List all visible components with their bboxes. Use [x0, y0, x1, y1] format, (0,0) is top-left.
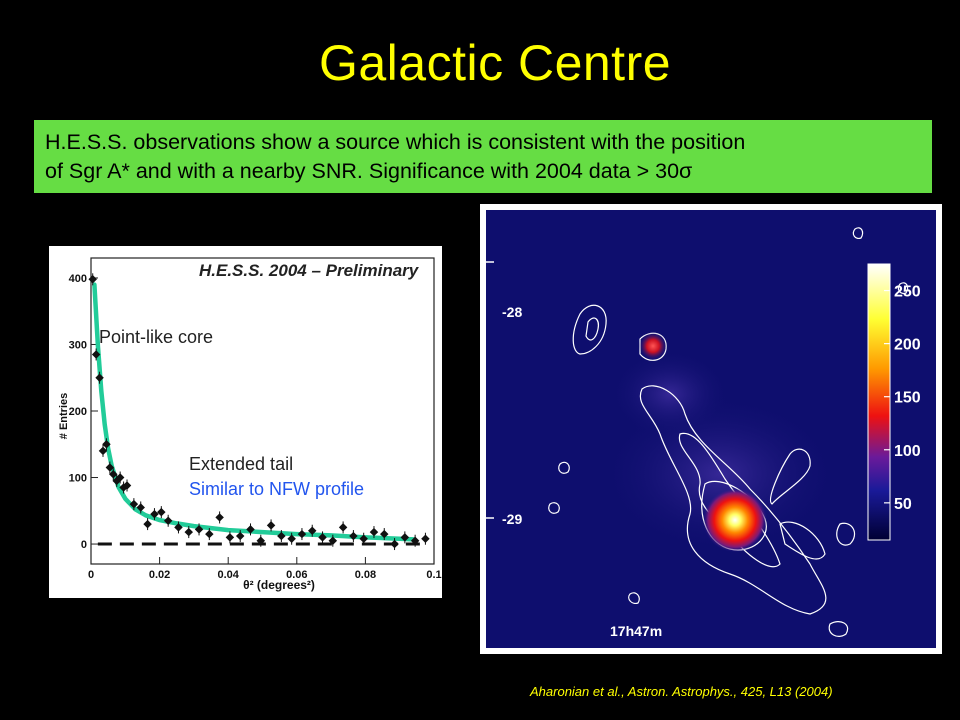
colorbar-tick-label: 200: [894, 337, 921, 354]
radio-contours: [548, 227, 909, 637]
ra-label: 17h47m: [610, 623, 662, 639]
data-point: [109, 469, 118, 479]
data-point: [421, 534, 430, 543]
declination-labels: -28 -29 17h47m: [486, 261, 662, 639]
x-tick-label: 0.02: [149, 569, 170, 581]
x-tick-label: 0.06: [286, 569, 307, 581]
data-point: [235, 531, 245, 541]
data-point: [338, 523, 348, 532]
colorbar-tick-label: 250: [894, 284, 921, 301]
colorbar-tick-label: 100: [894, 443, 921, 460]
theta-squared-plot-panel: H.E.S.S. 2004 – Preliminary # Entries θ²…: [49, 246, 442, 598]
y-tick-label: 0: [81, 539, 87, 551]
colorbar-gradient: [867, 263, 891, 541]
data-point: [88, 275, 97, 284]
data-point: [174, 523, 183, 532]
snr-hotspot: [639, 332, 667, 360]
data-point: [95, 373, 104, 382]
theta-squared-chart: H.E.S.S. 2004 – Preliminary # Entries θ²…: [58, 257, 442, 592]
data-point: [318, 533, 327, 542]
data-point: [390, 539, 399, 549]
data-point: [157, 507, 166, 517]
data-point: [359, 534, 368, 543]
galactic-centre-skymap: -28 -29 17h47m 250 200 150 100 50: [480, 204, 942, 654]
x-axis-label: θ² (degrees²): [243, 578, 315, 592]
data-point: [297, 529, 307, 539]
y-tick-label: 100: [69, 473, 87, 485]
dec-label-29: -29: [502, 511, 522, 527]
data-point: [215, 513, 224, 522]
annotation-point-like-core: Point-like core: [99, 327, 213, 347]
data-point: [129, 499, 139, 509]
fit-curve: [92, 282, 416, 542]
y-axis-label: # Entries: [58, 393, 70, 439]
data-point: [115, 473, 125, 482]
x-tick-label: 0: [88, 569, 94, 581]
slide-title: Galactic Centre: [318, 35, 672, 91]
colorbar-tick-label: 150: [894, 390, 921, 407]
observation-summary-banner: H.E.S.S. observations show a source whic…: [34, 120, 932, 193]
skymap-image: -28 -29 17h47m 250 200 150 100 50: [486, 210, 936, 648]
data-point: [369, 527, 379, 537]
data-point: [287, 534, 296, 543]
colorbar: 250 200 150 100 50: [867, 263, 921, 541]
data-point: [98, 446, 108, 456]
annotation-nfw-profile: Similar to NFW profile: [189, 479, 364, 499]
data-point: [105, 463, 115, 472]
data-point: [277, 531, 286, 541]
sigma-symbol: σ: [679, 159, 693, 183]
y-tick-label: 200: [69, 406, 87, 418]
data-point: [400, 533, 410, 542]
data-point: [143, 519, 152, 529]
dec-label-28: -28: [502, 304, 522, 320]
annotation-extended-tail: Extended tail: [189, 454, 293, 474]
banner-line-2-text: of Sgr A* and with a nearby SNR. Signifi…: [45, 159, 680, 183]
y-tick-label: 300: [69, 339, 87, 351]
x-tick-label: 0.1: [426, 569, 441, 581]
x-tick-label: 0.04: [217, 569, 239, 581]
citation: Aharonian et al., Astron. Astrophys., 42…: [530, 684, 833, 699]
data-point: [122, 481, 132, 490]
chart-title: H.E.S.S. 2004 – Preliminary: [199, 261, 420, 280]
data-point: [349, 531, 358, 541]
banner-line-1: H.E.S.S. observations show a source whic…: [45, 130, 746, 154]
data-point: [266, 521, 276, 530]
data-point: [256, 536, 266, 545]
data-point: [328, 536, 338, 545]
data-point: [136, 503, 145, 512]
data-point: [102, 440, 111, 449]
sgr-a-star-hotspot: [703, 488, 767, 552]
plot-frame: [90, 257, 435, 565]
y-tick-label: 400: [69, 273, 87, 285]
banner-line-2: of Sgr A* and with a nearby SNR. Signifi…: [45, 157, 922, 186]
data-point: [410, 536, 420, 545]
data-point: [205, 529, 214, 539]
diffuse-emission: [610, 349, 730, 439]
data-point: [184, 527, 193, 537]
data-point: [307, 526, 317, 535]
data-point: [225, 533, 235, 542]
x-tick-label: 0.08: [355, 569, 376, 581]
data-point: [380, 529, 389, 539]
colorbar-tick-label: 50: [894, 496, 912, 513]
